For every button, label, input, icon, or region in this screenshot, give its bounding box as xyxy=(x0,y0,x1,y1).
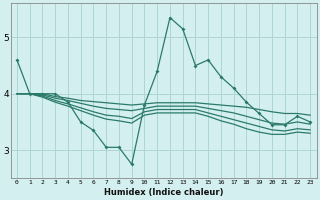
X-axis label: Humidex (Indice chaleur): Humidex (Indice chaleur) xyxy=(104,188,223,197)
